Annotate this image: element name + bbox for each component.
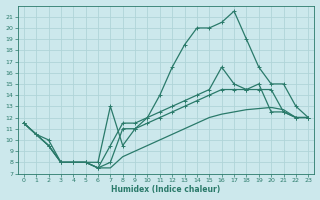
X-axis label: Humidex (Indice chaleur): Humidex (Indice chaleur) [111, 185, 221, 194]
